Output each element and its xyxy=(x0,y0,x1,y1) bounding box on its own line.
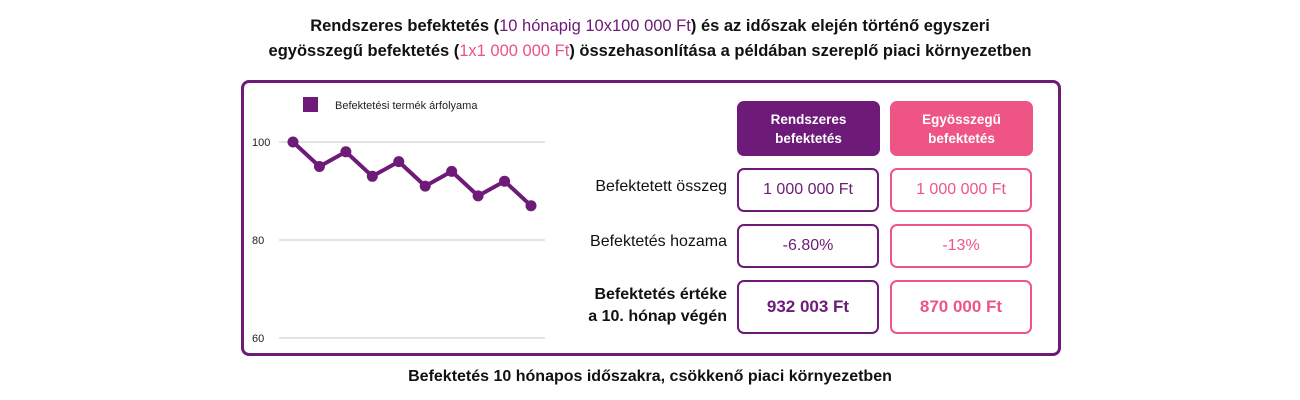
series-line xyxy=(291,140,533,208)
title-line-1: Rendszeres befektetés (10 hónapig 10x100… xyxy=(310,17,990,35)
legend-label: Befektetési termék árfolyama xyxy=(335,100,478,112)
y-tick-label-80: 80 xyxy=(252,235,264,247)
lump-invested-amount: 1 000 000 Ft xyxy=(890,168,1032,212)
comparison-frame xyxy=(241,80,1061,356)
row-label-final-value: Befektetés értéke a 10. hónap végén xyxy=(588,286,727,325)
regular-invested-amount: 1 000 000 Ft xyxy=(737,168,879,212)
data-point-9 xyxy=(499,175,511,187)
legend-swatch xyxy=(303,97,318,112)
price-line-chart: 100 80 60 Befektetési termék árfolyama xyxy=(252,97,545,345)
y-tick-label-60: 60 xyxy=(252,333,264,345)
data-point-1 xyxy=(287,136,299,148)
header-lump-sum-investment: Egyösszegű befektetés xyxy=(890,101,1033,156)
regular-final-value: 932 003 Ft xyxy=(737,280,879,334)
data-point-6 xyxy=(419,180,431,192)
data-point-5 xyxy=(393,156,405,168)
row-label-return: Befektetés hozama xyxy=(590,233,727,250)
data-point-8 xyxy=(472,190,484,202)
title-line-2: egyösszegű befektetés (1x1 000 000 Ft) ö… xyxy=(268,42,1032,60)
header-regular-investment: Rendszeres befektetés xyxy=(737,101,880,156)
chart-caption: Befektetés 10 hónapos időszakra, csökken… xyxy=(408,368,892,385)
row-label-invested-amount: Befektetett összeg xyxy=(595,178,727,195)
data-point-2 xyxy=(313,161,325,172)
chart-title: Rendszeres befektetés (10 hónapig 10x100… xyxy=(0,14,1300,64)
data-point-3 xyxy=(340,146,352,158)
lump-final-value: 870 000 Ft xyxy=(890,280,1032,334)
data-point-4 xyxy=(366,170,378,182)
regular-return: -6.80% xyxy=(737,224,879,268)
data-point-7 xyxy=(446,165,458,177)
y-tick-label-100: 100 xyxy=(252,137,270,149)
lump-return: -13% xyxy=(890,224,1032,268)
data-point-10 xyxy=(525,200,537,212)
